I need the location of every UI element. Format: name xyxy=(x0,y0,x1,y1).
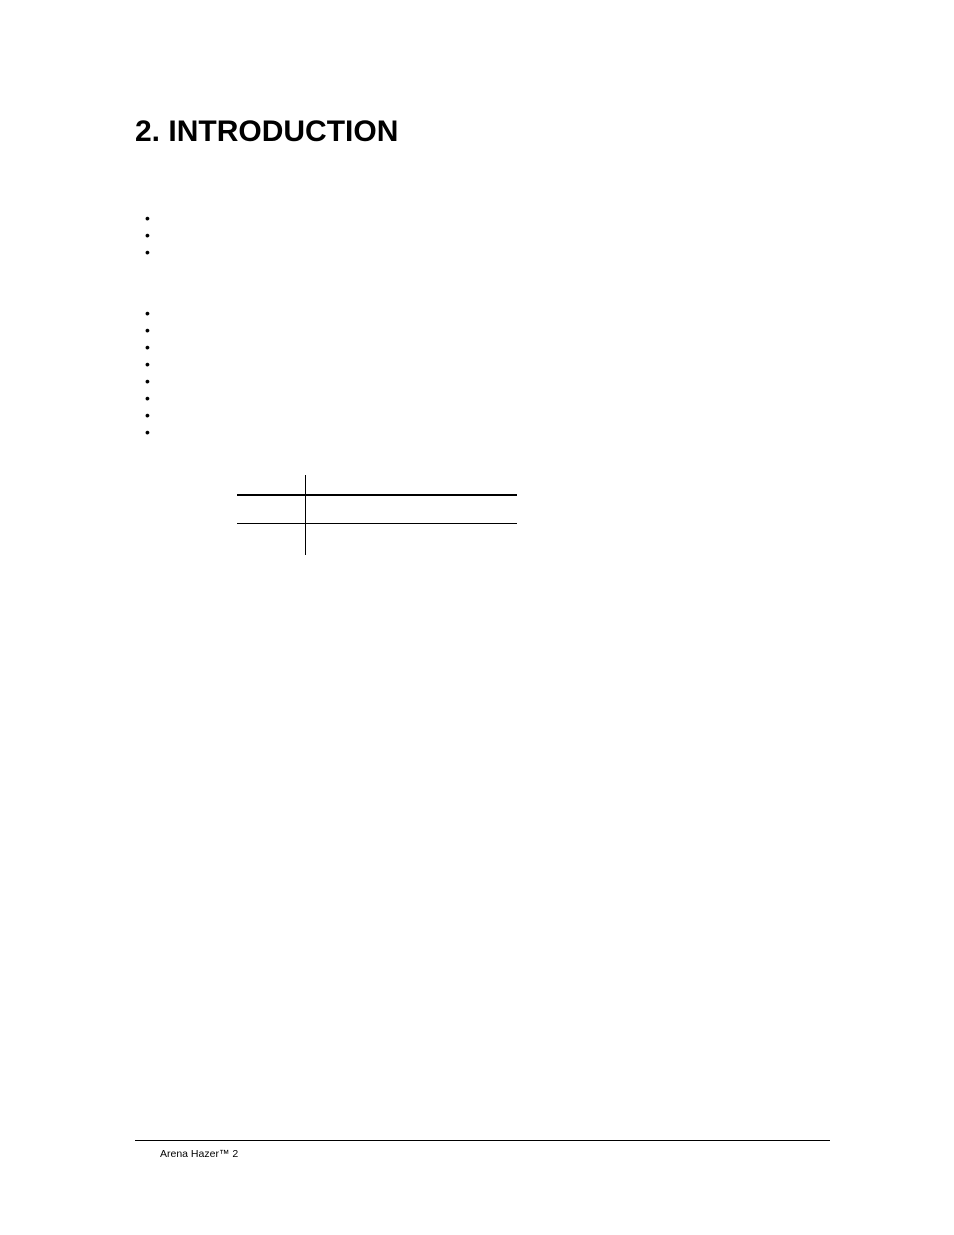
heading-number: 2. xyxy=(135,115,160,148)
page: 2. Introduction Arena Hazer™ 2 xyxy=(0,0,954,1235)
footer-rule xyxy=(135,1140,830,1141)
section-heading: 2. Introduction xyxy=(135,115,398,149)
footer-text: Arena Hazer™ 2 xyxy=(160,1148,238,1160)
table-vline xyxy=(305,475,306,555)
table-hline-header xyxy=(237,494,517,496)
rule-table xyxy=(237,475,517,555)
heading-title: Introduction xyxy=(168,115,398,148)
table-hline-row xyxy=(237,523,517,524)
